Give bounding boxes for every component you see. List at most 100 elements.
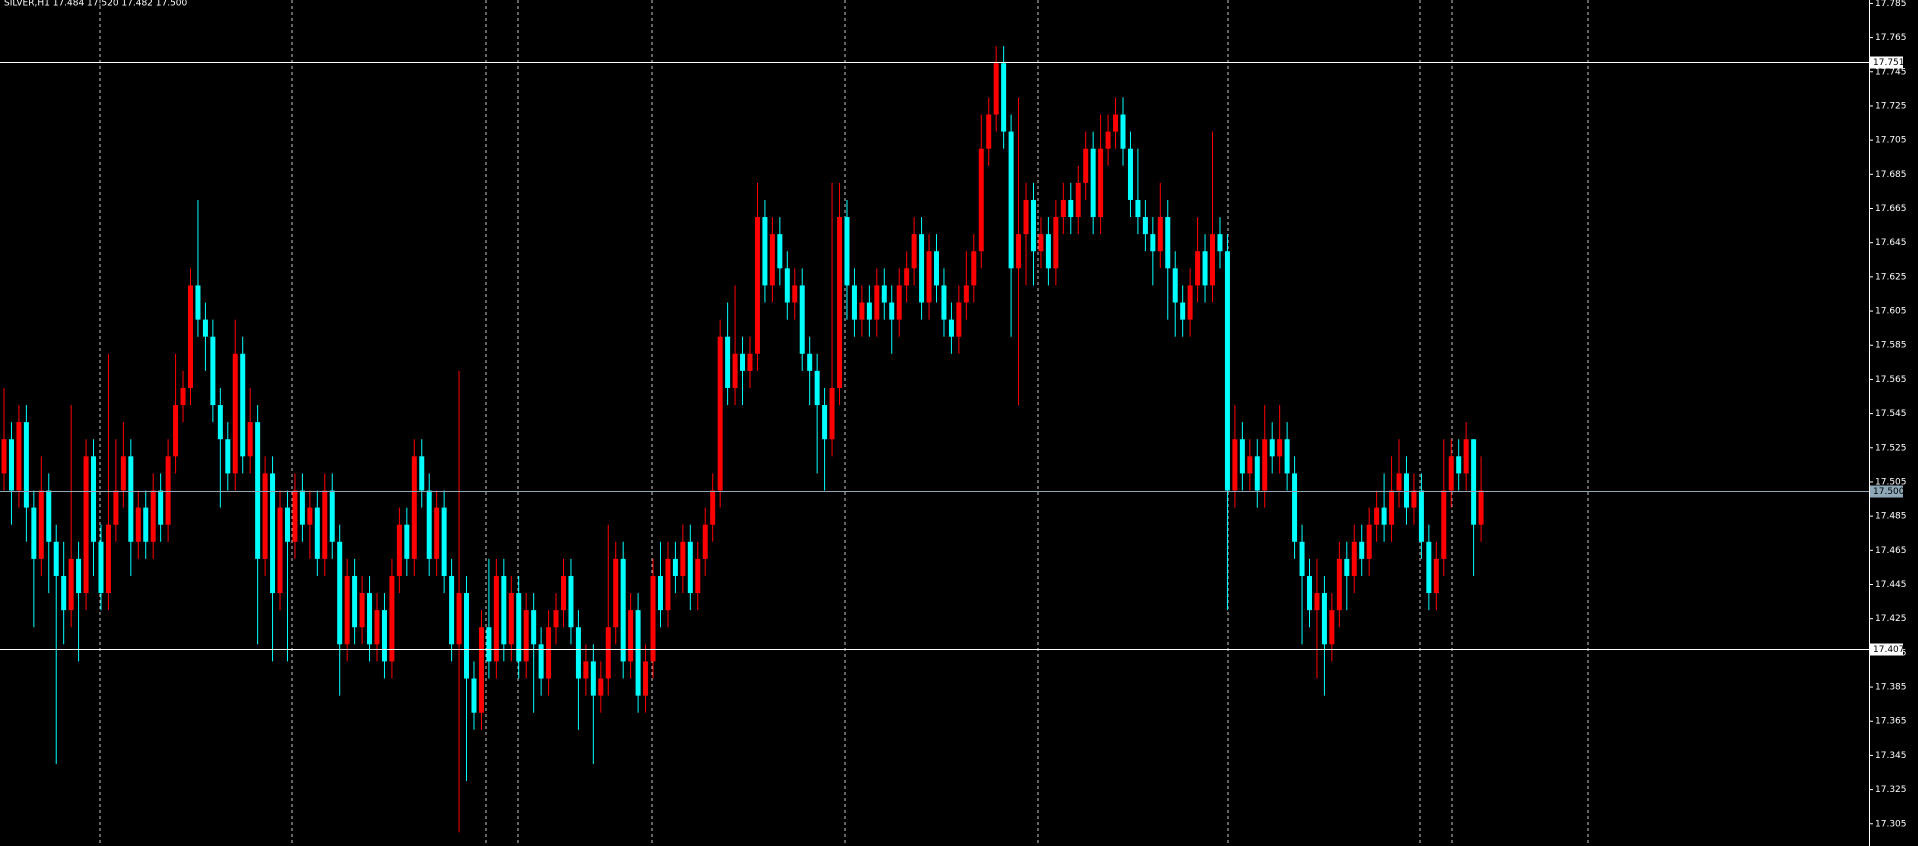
candle-body (381, 610, 387, 662)
candle-body (262, 473, 268, 559)
candle-body (1083, 148, 1089, 183)
candle-body (717, 336, 723, 491)
candle-body (1239, 439, 1245, 474)
candle-body (31, 507, 37, 559)
candle-body (1344, 558, 1350, 576)
price-level-box (1870, 485, 1903, 498)
candle-body (1127, 148, 1133, 200)
candle-body (1142, 217, 1148, 235)
candle-body (598, 678, 604, 696)
candle-body (1351, 541, 1357, 576)
candle-body (747, 353, 753, 371)
candle-body (1418, 490, 1424, 542)
candle-body (68, 558, 74, 611)
candle-body (180, 387, 186, 406)
candle-body (575, 627, 581, 679)
candle-body (1008, 131, 1014, 269)
candle-body (210, 336, 216, 406)
candle-body (1180, 302, 1186, 320)
candle-body (404, 524, 410, 559)
y-tick-label: 17.525 (1875, 443, 1907, 453)
candle-body (61, 575, 67, 611)
candle-body (1269, 439, 1275, 457)
candle-body (993, 63, 999, 115)
candle-body (1284, 439, 1290, 474)
y-tick-label: 17.685 (1875, 170, 1907, 180)
candle-body (240, 353, 246, 457)
candle-body (128, 456, 134, 542)
candle-body (464, 593, 470, 679)
candle-body (881, 285, 887, 303)
candle-body (508, 593, 514, 645)
candle-body (53, 541, 59, 576)
y-tick-label: 17.425 (1875, 614, 1907, 624)
y-tick-label: 17.765 (1875, 33, 1907, 43)
candle-body (1068, 199, 1074, 218)
candle-body (583, 661, 589, 679)
y-tick-label: 17.325 (1875, 785, 1907, 795)
candle-body (1060, 199, 1066, 218)
candle-body (919, 234, 925, 303)
candle-body (531, 610, 537, 645)
candle-body (635, 610, 641, 696)
candle-body (247, 422, 253, 457)
candle-body (1172, 268, 1178, 303)
candle-body (665, 558, 671, 611)
candle-body (195, 285, 201, 320)
candle-body (135, 507, 141, 542)
candle-body (1135, 199, 1141, 218)
candle-body (672, 558, 678, 576)
candle-body (1120, 114, 1126, 149)
candle-body (590, 661, 596, 696)
candle-body (1045, 234, 1051, 269)
price-level-box (1870, 56, 1903, 69)
price-level-box (1870, 643, 1903, 656)
candle-body (396, 524, 402, 576)
candle-body (904, 268, 910, 286)
candle-body (292, 490, 298, 542)
y-tick-label: 17.745 (1875, 67, 1907, 77)
candle-body (426, 490, 432, 559)
candle-body (314, 507, 320, 559)
candle-body (232, 353, 238, 474)
candle-body (650, 575, 656, 662)
candle-body (978, 148, 984, 252)
candle-body (1053, 217, 1059, 269)
candle-body (822, 405, 828, 440)
candle-body (814, 370, 820, 406)
candle-body (844, 217, 850, 286)
candle-body (150, 490, 156, 542)
candle-body (1224, 251, 1230, 491)
candle-body (105, 524, 111, 594)
candle-body (344, 575, 350, 645)
candle-body (38, 490, 44, 559)
candle-body (1463, 439, 1469, 474)
candle-body (1165, 217, 1171, 269)
candle-body (1038, 234, 1044, 252)
candle-body (1277, 439, 1283, 457)
y-tick-label: 17.725 (1875, 101, 1907, 111)
candle-body (1329, 610, 1335, 645)
candle-body (277, 507, 283, 594)
candle-body (971, 251, 977, 286)
candle-body (307, 507, 313, 525)
candle-body (866, 302, 872, 320)
candle-body (837, 217, 843, 388)
candle-body (284, 507, 290, 542)
candle-body (1030, 199, 1036, 252)
candle-body (986, 114, 992, 149)
candle-body (1262, 439, 1268, 491)
candle-body (1187, 285, 1193, 320)
y-tick-label: 17.625 (1875, 272, 1907, 282)
candle-body (76, 558, 82, 594)
y-tick-label: 17.485 (1875, 512, 1907, 522)
candle-body (329, 490, 335, 542)
candle-body (1090, 148, 1096, 218)
candle-body (807, 353, 813, 371)
y-tick-label: 17.365 (1875, 717, 1907, 727)
y-tick-label: 17.605 (1875, 307, 1907, 317)
candle-body (1202, 251, 1208, 286)
candle-body (322, 490, 328, 559)
candle-body (523, 610, 529, 662)
candle-body (613, 558, 619, 628)
